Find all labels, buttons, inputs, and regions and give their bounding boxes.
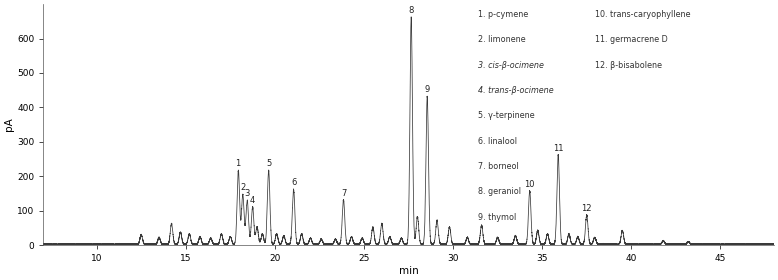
Text: 12: 12 (581, 204, 592, 213)
Text: 10. trans-caryophyllene: 10. trans-caryophyllene (595, 10, 690, 19)
Text: 7: 7 (341, 188, 346, 198)
Text: 8: 8 (408, 6, 414, 15)
Text: 9: 9 (425, 85, 430, 94)
Text: 8. geraniol: 8. geraniol (478, 187, 521, 196)
Y-axis label: pA: pA (4, 118, 14, 132)
Text: 4. trans-β-ocimene: 4. trans-β-ocimene (478, 86, 554, 95)
Text: 12. β-bisabolene: 12. β-bisabolene (595, 61, 662, 70)
Text: 11. germacrene D: 11. germacrene D (595, 36, 668, 45)
Text: 5: 5 (266, 159, 272, 168)
Text: 6: 6 (291, 178, 296, 187)
Text: 3: 3 (244, 189, 250, 198)
Text: 4: 4 (250, 196, 255, 205)
Text: 1: 1 (235, 159, 240, 168)
Text: 11: 11 (553, 144, 563, 153)
Text: 7. borneol: 7. borneol (478, 162, 519, 171)
Text: 10: 10 (524, 180, 535, 189)
Text: 3. cis-β-ocimene: 3. cis-β-ocimene (478, 61, 544, 70)
Text: 2: 2 (240, 183, 245, 192)
Text: 5. γ-terpinene: 5. γ-terpinene (478, 111, 534, 120)
Text: 9. thymol: 9. thymol (478, 213, 516, 221)
Text: 1. p-cymene: 1. p-cymene (478, 10, 528, 19)
Text: 2. limonene: 2. limonene (478, 36, 526, 45)
Text: 6. linalool: 6. linalool (478, 137, 517, 146)
X-axis label: min: min (398, 266, 419, 276)
